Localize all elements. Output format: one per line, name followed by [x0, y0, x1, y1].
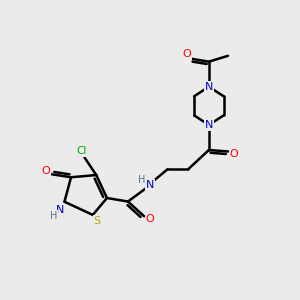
Text: S: S: [94, 216, 101, 226]
Text: O: O: [182, 49, 191, 59]
Text: N: N: [205, 120, 213, 130]
Text: Cl: Cl: [76, 146, 87, 156]
Text: O: O: [230, 149, 238, 159]
Text: O: O: [146, 214, 154, 224]
Text: N: N: [56, 205, 64, 215]
Text: O: O: [42, 167, 50, 176]
Text: N: N: [205, 82, 213, 92]
Text: N: N: [146, 180, 154, 190]
Text: H: H: [50, 211, 57, 221]
Text: H: H: [138, 175, 146, 185]
